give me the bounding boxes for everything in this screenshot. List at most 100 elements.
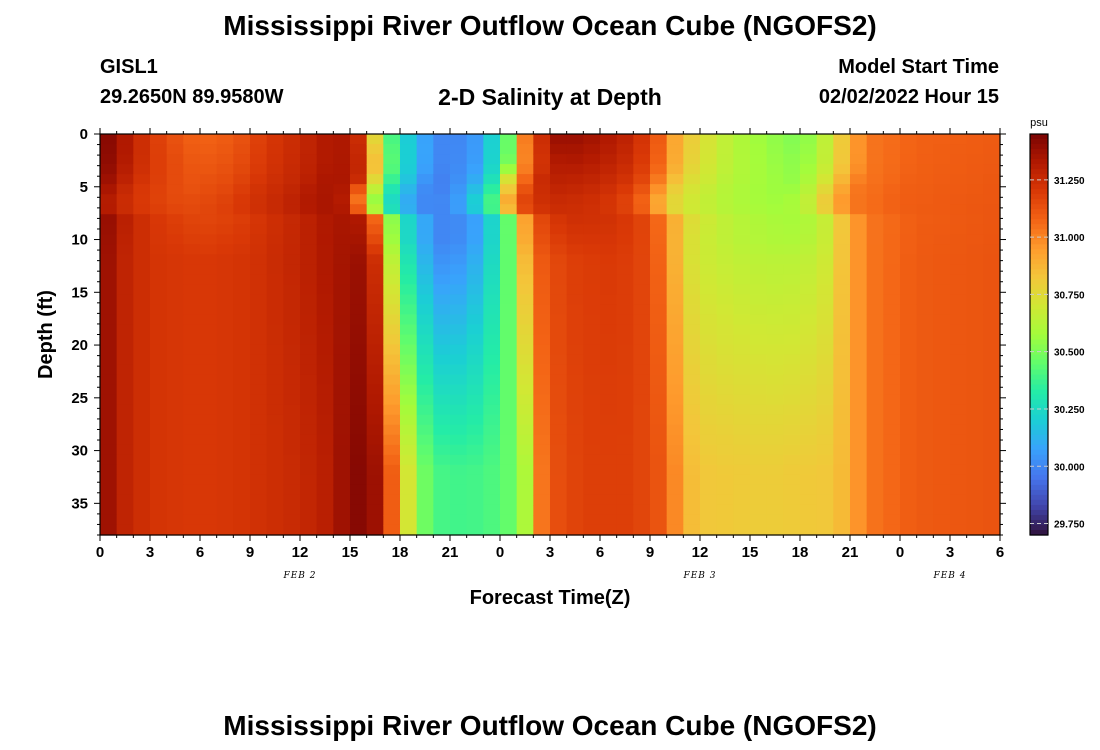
heatmap-cell bbox=[800, 484, 818, 496]
heatmap-cell bbox=[416, 194, 434, 205]
heatmap-cell bbox=[766, 314, 784, 326]
heatmap-cell bbox=[533, 494, 551, 506]
heatmap-cell bbox=[716, 414, 734, 426]
heatmap-cell bbox=[650, 304, 668, 316]
heatmap-cell bbox=[583, 344, 601, 356]
heatmap-cell bbox=[366, 354, 384, 366]
heatmap-cell bbox=[600, 164, 618, 175]
heatmap-cell bbox=[433, 274, 451, 285]
heatmap-cell bbox=[216, 524, 234, 536]
heatmap-cell bbox=[900, 254, 918, 265]
y-tick-label: 5 bbox=[80, 179, 88, 196]
heatmap-cell bbox=[816, 144, 834, 155]
heatmap-cell bbox=[450, 384, 468, 396]
heatmap-cell bbox=[250, 324, 268, 336]
heatmap-cell bbox=[233, 524, 251, 536]
heatmap-cell bbox=[833, 184, 851, 195]
heatmap-cell bbox=[733, 434, 751, 446]
heatmap-cell bbox=[216, 194, 234, 205]
heatmap-cell bbox=[850, 134, 868, 145]
heatmap-cell bbox=[416, 154, 434, 165]
heatmap-cell bbox=[533, 404, 551, 416]
heatmap-cell bbox=[600, 454, 618, 466]
heatmap-cell bbox=[283, 304, 301, 316]
heatmap-cell bbox=[483, 504, 501, 516]
heatmap-cell bbox=[283, 504, 301, 516]
heatmap-cell bbox=[916, 184, 934, 195]
heatmap-cell bbox=[366, 494, 384, 506]
heatmap-cell bbox=[466, 524, 484, 536]
heatmap-cell bbox=[283, 164, 301, 175]
heatmap-cell bbox=[900, 234, 918, 245]
heatmap-cell bbox=[483, 334, 501, 346]
heatmap-cell bbox=[566, 354, 584, 366]
heatmap-cell bbox=[116, 154, 134, 165]
heatmap-cell bbox=[650, 514, 668, 526]
heatmap-cell bbox=[166, 194, 184, 205]
heatmap-cell bbox=[300, 264, 318, 275]
heatmap-cell bbox=[766, 364, 784, 376]
heatmap-cell bbox=[366, 464, 384, 476]
heatmap-cell bbox=[750, 344, 768, 356]
heatmap-cell bbox=[216, 274, 234, 285]
heatmap-cell bbox=[800, 154, 818, 165]
heatmap-cell bbox=[383, 154, 401, 165]
heatmap-cell bbox=[383, 184, 401, 195]
heatmap-cell bbox=[566, 364, 584, 376]
heatmap-cell bbox=[466, 154, 484, 165]
heatmap-cell bbox=[866, 424, 884, 436]
heatmap-cell bbox=[983, 234, 1001, 245]
heatmap-cell bbox=[450, 424, 468, 436]
heatmap-cell bbox=[416, 354, 434, 366]
heatmap-cell bbox=[616, 344, 634, 356]
heatmap-cell bbox=[383, 284, 401, 295]
heatmap-cell bbox=[783, 344, 801, 356]
heatmap-cell bbox=[616, 374, 634, 386]
model-start-label: Model Start Time bbox=[838, 56, 999, 78]
heatmap-cell bbox=[466, 224, 484, 235]
heatmap-cell bbox=[116, 284, 134, 295]
heatmap-cell bbox=[366, 184, 384, 195]
heatmap-cell bbox=[683, 164, 701, 175]
heatmap-cell bbox=[233, 414, 251, 426]
heatmap-cell bbox=[350, 224, 368, 235]
heatmap-cell bbox=[683, 484, 701, 496]
heatmap-cell bbox=[566, 414, 584, 426]
heatmap-cell bbox=[100, 354, 118, 366]
heatmap-cell bbox=[416, 184, 434, 195]
heatmap-cell bbox=[633, 314, 651, 326]
heatmap-cell bbox=[500, 254, 518, 265]
y-tick-label: 15 bbox=[71, 284, 88, 301]
heatmap-cell bbox=[200, 334, 218, 346]
heatmap-cell bbox=[983, 404, 1001, 416]
heatmap-cell bbox=[266, 194, 284, 205]
heatmap-cell bbox=[283, 454, 301, 466]
heatmap-cell bbox=[900, 224, 918, 235]
heatmap-cell bbox=[500, 284, 518, 295]
heatmap-cell bbox=[883, 174, 901, 185]
heatmap-cell bbox=[366, 274, 384, 285]
heatmap-cell bbox=[383, 304, 401, 316]
heatmap-cell bbox=[616, 164, 634, 175]
heatmap-cell bbox=[533, 284, 551, 295]
heatmap-cell bbox=[733, 314, 751, 326]
heatmap-cell bbox=[733, 384, 751, 396]
heatmap-cell bbox=[716, 344, 734, 356]
heatmap-cell bbox=[650, 454, 668, 466]
heatmap-cell bbox=[766, 154, 784, 165]
heatmap-cell bbox=[500, 224, 518, 235]
heatmap-cell bbox=[800, 194, 818, 205]
heatmap-cell bbox=[216, 464, 234, 476]
heatmap-cell bbox=[216, 314, 234, 326]
heatmap-cell bbox=[100, 434, 118, 446]
heatmap-cell bbox=[683, 444, 701, 456]
heatmap-cell bbox=[550, 464, 568, 476]
heatmap-cell bbox=[533, 504, 551, 516]
heatmap-cell bbox=[766, 514, 784, 526]
heatmap-cell bbox=[666, 304, 684, 316]
heatmap-cell bbox=[700, 134, 718, 145]
colorbar-segment bbox=[1030, 189, 1048, 195]
heatmap-cell bbox=[200, 434, 218, 446]
heatmap-cell bbox=[566, 484, 584, 496]
heatmap-cell bbox=[650, 134, 668, 145]
